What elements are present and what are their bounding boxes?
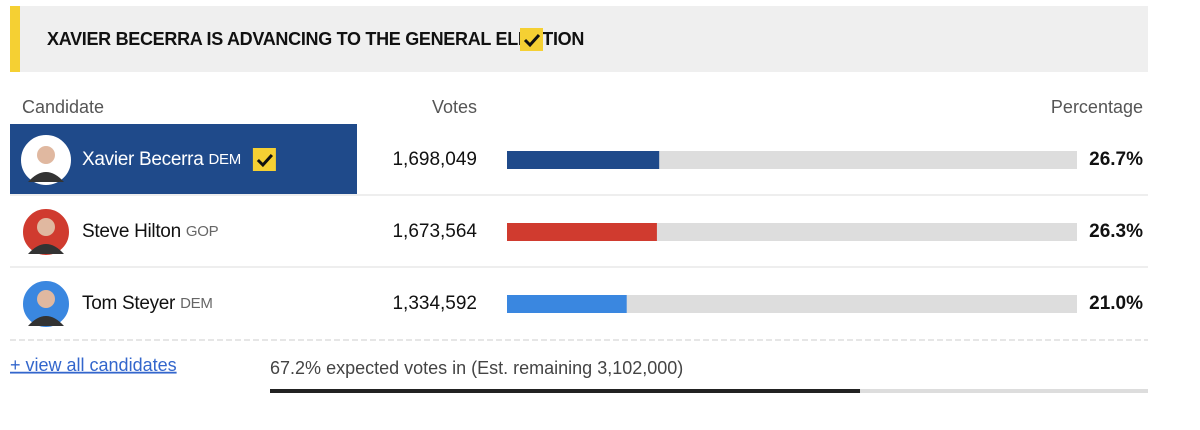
bar	[507, 223, 657, 241]
party: DEM	[208, 151, 240, 168]
party: GOP	[186, 223, 219, 240]
avatar-head	[37, 218, 55, 236]
bar-track	[507, 295, 1077, 313]
votes: 1,673,564	[392, 221, 477, 242]
candidate-name: Xavier Becerra DEM	[82, 149, 241, 170]
expected-text: expected votes in (Est. remaining 3,102,…	[326, 358, 683, 378]
view-all-link[interactable]: + view all candidates	[10, 355, 177, 375]
bar	[507, 151, 660, 169]
banner-accent	[10, 6, 20, 72]
name: Tom Steyer	[82, 293, 176, 314]
winner-check-mark	[256, 153, 274, 168]
header-votes: Votes	[432, 97, 477, 117]
bar	[507, 295, 627, 313]
avatar-body	[28, 172, 64, 182]
expected-bar	[270, 389, 861, 393]
header-percentage: Percentage	[1051, 97, 1143, 117]
avatar-body	[28, 316, 64, 326]
header-candidate: Candidate	[22, 97, 104, 117]
percentage: 21.0%	[1089, 293, 1143, 314]
check-box	[520, 28, 543, 51]
name: Xavier Becerra	[82, 149, 204, 170]
expected-pct: 67.2%	[270, 358, 321, 378]
percentage: 26.3%	[1089, 221, 1143, 242]
votes: 1,334,592	[392, 293, 477, 314]
winner-check-box	[252, 148, 276, 171]
votes: 1,698,049	[392, 149, 477, 170]
party: DEM	[180, 295, 212, 312]
banner-text: XAVIER BECERRA IS ADVANCING TO THE GENER…	[47, 29, 584, 49]
banner-bg	[10, 6, 1148, 72]
candidate-name: Steve Hilton GOP	[82, 221, 219, 242]
candidate-name: Tom Steyer DEM	[82, 293, 213, 314]
avatar-head	[37, 146, 55, 164]
check-mark	[523, 33, 541, 48]
expected-votes: 67.2% expected votes in (Est. remaining …	[270, 358, 683, 378]
percentage: 26.7%	[1089, 149, 1143, 170]
name: Steve Hilton	[82, 221, 181, 242]
avatar-head	[37, 290, 55, 308]
avatar-body	[28, 244, 64, 254]
